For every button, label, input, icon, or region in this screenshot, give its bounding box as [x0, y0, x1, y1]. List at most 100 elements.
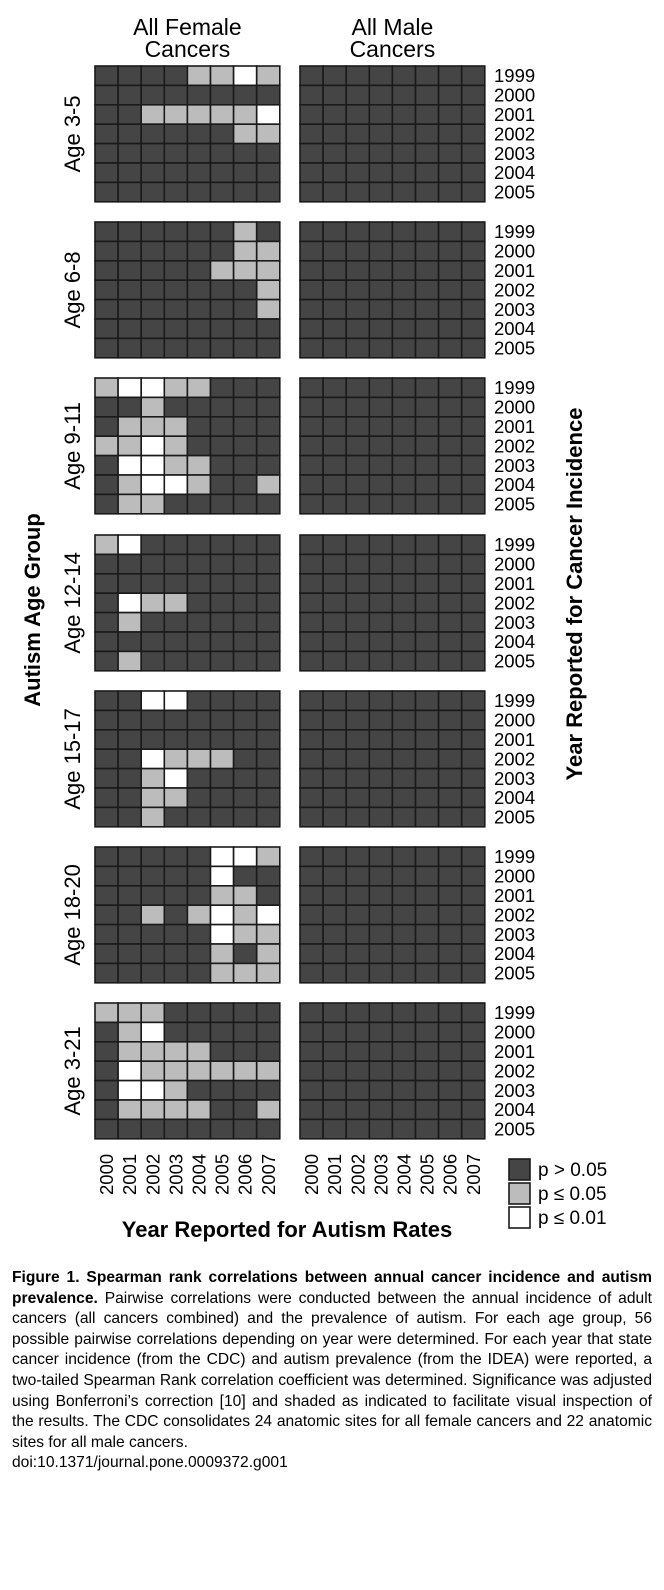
male-heatmap-cell: [414, 493, 440, 515]
male-heatmap-cell: [460, 1079, 486, 1101]
male-heatmap-cell: [368, 1002, 394, 1024]
female-heatmap-cell: [186, 162, 212, 184]
female-heatmap-cell: [255, 1041, 281, 1063]
female-heatmap-cell: [255, 1060, 281, 1082]
male-heatmap-cell: [322, 806, 348, 828]
female-heatmap-cell: [209, 318, 235, 340]
male-heatmap-cell: [460, 865, 486, 887]
male-heatmap-cell: [345, 904, 371, 926]
male-heatmap-cell: [368, 123, 394, 145]
female-heatmap-cell: [163, 572, 189, 594]
female-heatmap-cell: [186, 865, 212, 887]
female-heatmap-cell: [255, 493, 281, 515]
male-heatmap-cell: [322, 298, 348, 320]
female-heatmap-cell: [255, 240, 281, 262]
male-heatmap-cell: [414, 396, 440, 418]
male-heatmap-cell: [414, 611, 440, 633]
autism-year-tick: 2007: [258, 1154, 279, 1195]
male-heatmap-cell: [414, 767, 440, 789]
female-heatmap-cell: [209, 123, 235, 145]
male-heatmap-cell: [414, 631, 440, 653]
male-heatmap-cell: [414, 534, 440, 556]
female-heatmap-cell: [209, 493, 235, 515]
cancer-year-label: 2004: [494, 162, 535, 183]
male-heatmap-cell: [414, 279, 440, 301]
cancer-year-label: 2005: [494, 651, 535, 672]
female-heatmap-cell: [232, 221, 258, 243]
cancer-year-label: 2004: [494, 474, 535, 495]
male-heatmap-cell: [299, 962, 324, 984]
male-heatmap-cell: [322, 396, 348, 418]
male-heatmap-cell: [368, 592, 394, 614]
male-heatmap-cell: [345, 104, 371, 126]
male-heatmap-cell: [368, 84, 394, 106]
autism-year-tick: 2004: [188, 1154, 209, 1195]
female-heatmap-cell: [186, 396, 212, 418]
male-heatmap-cell: [414, 240, 440, 262]
male-heatmap-cell: [437, 865, 463, 887]
female-heatmap-cell: [117, 806, 142, 828]
male-heatmap-cell: [345, 84, 371, 106]
male-heatmap-cell: [345, 221, 371, 243]
female-heatmap-cell: [209, 337, 235, 359]
female-heatmap-cell: [255, 474, 281, 496]
male-heatmap-cell: [322, 884, 348, 906]
male-heatmap-cell: [299, 787, 324, 809]
male-heatmap-cell: [437, 748, 463, 770]
legend-swatch: [508, 1158, 531, 1181]
male-heatmap-cell: [299, 221, 324, 243]
male-heatmap-cell: [299, 1002, 324, 1024]
male-heatmap-cell: [460, 337, 486, 359]
female-heatmap-cell: [209, 923, 235, 945]
male-heatmap-cell: [322, 1099, 348, 1121]
cancer-year-label: 2003: [494, 455, 535, 476]
male-heatmap-cell: [414, 728, 440, 750]
female-heatmap-cell: [117, 943, 142, 965]
female-heatmap-cell: [232, 1099, 258, 1121]
female-heatmap-cell: [94, 123, 119, 145]
cancer-year-label: 2002: [494, 592, 535, 613]
female-heatmap-cell: [94, 923, 119, 945]
autism-year-tick: 2001: [119, 1154, 140, 1195]
male-heatmap-cell: [460, 1099, 486, 1121]
female-heatmap-cell: [140, 318, 166, 340]
female-heatmap-cell: [163, 377, 189, 399]
female-heatmap-cell: [117, 396, 142, 418]
male-heatmap-cell: [460, 553, 486, 575]
female-heatmap-cell: [255, 181, 281, 203]
female-heatmap-cell: [140, 904, 166, 926]
male-heatmap-cell: [437, 728, 463, 750]
male-heatmap-cell: [322, 650, 348, 672]
female-heatmap-cell: [186, 181, 212, 203]
male-heatmap-cell: [322, 943, 348, 965]
female-heatmap-cell: [117, 728, 142, 750]
female-heatmap-cell: [140, 259, 166, 281]
male-heatmap-cell: [391, 123, 417, 145]
female-heatmap-cell: [117, 1021, 142, 1043]
male-heatmap-cell: [299, 104, 324, 126]
female-heatmap-cell: [209, 221, 235, 243]
female-heatmap-cell: [140, 123, 166, 145]
male-heatmap-cell: [460, 454, 486, 476]
male-heatmap-cell: [299, 493, 324, 515]
female-heatmap-cell: [140, 631, 166, 653]
male-heatmap-cell: [414, 572, 440, 594]
male-heatmap-cell: [437, 1041, 463, 1063]
female-heatmap-cell: [117, 592, 142, 614]
female-heatmap-cell: [117, 1079, 142, 1101]
female-heatmap-cell: [186, 318, 212, 340]
female-heatmap-cell: [232, 1021, 258, 1043]
cancer-year-label: 2000: [494, 1022, 535, 1043]
female-heatmap-cell: [140, 65, 166, 87]
female-heatmap-cell: [117, 104, 142, 126]
male-heatmap-cell: [414, 142, 440, 164]
male-heatmap-cell: [437, 337, 463, 359]
male-heatmap-cell: [460, 1021, 486, 1043]
female-heatmap-cell: [94, 631, 119, 653]
female-heatmap-cell: [255, 221, 281, 243]
male-heatmap-cell: [299, 298, 324, 320]
female-heatmap-cell: [140, 221, 166, 243]
male-heatmap-cell: [322, 454, 348, 476]
female-heatmap-cell: [186, 1002, 212, 1024]
female-heatmap-cell: [209, 377, 235, 399]
